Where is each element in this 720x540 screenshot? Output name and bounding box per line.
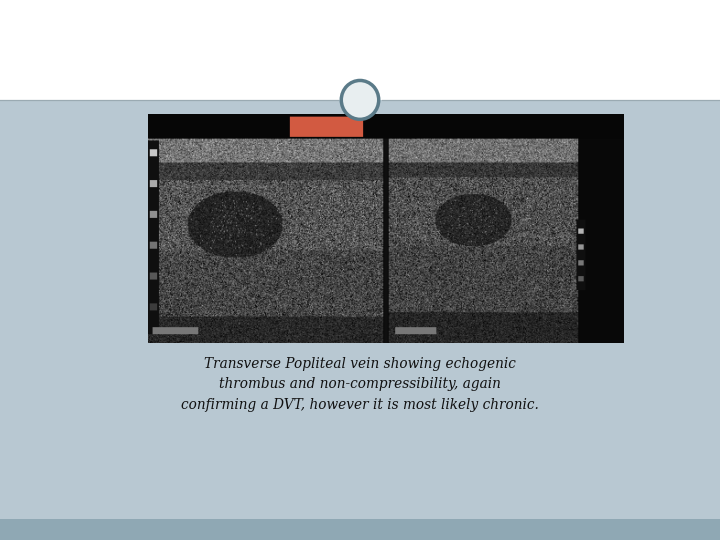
Text: confirming a DVT, however it is most likely chronic.: confirming a DVT, however it is most lik… bbox=[181, 398, 539, 412]
Ellipse shape bbox=[341, 80, 379, 119]
Text: thrombus and non-compressibility, again: thrombus and non-compressibility, again bbox=[219, 377, 501, 392]
Text: Transverse Popliteal vein showing echogenic: Transverse Popliteal vein showing echoge… bbox=[204, 357, 516, 371]
Bar bbox=[0, 519, 720, 540]
Bar bbox=[0, 0, 720, 100]
Bar bbox=[0, 100, 720, 540]
